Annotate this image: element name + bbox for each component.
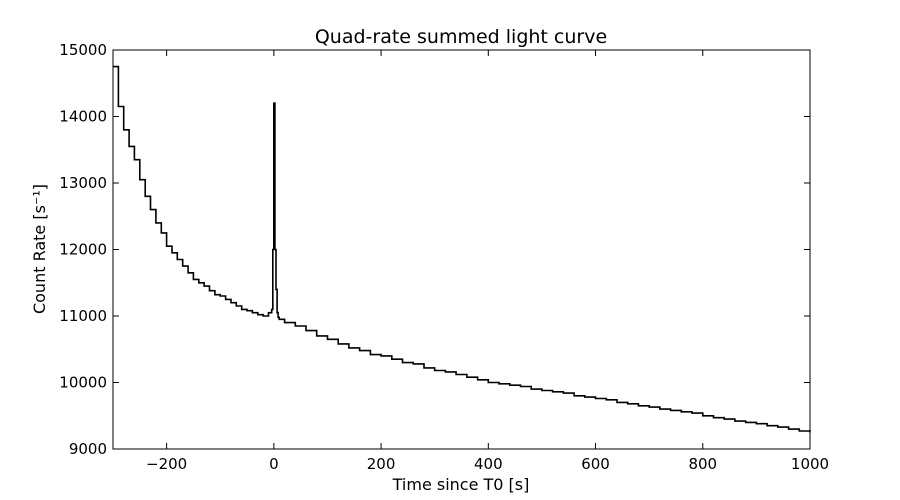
x-tick-label: 400 (474, 455, 503, 473)
chart-title: Quad-rate summed light curve (315, 26, 607, 48)
y-tick-label: 13000 (59, 174, 107, 192)
data-series-line (113, 65, 811, 433)
x-axis-label: Time since T0 [s] (392, 475, 530, 494)
x-tick-label: 200 (367, 455, 396, 473)
y-tick-label: 14000 (59, 108, 107, 126)
x-tick-label: 0 (269, 455, 279, 473)
y-tick-label: 12000 (59, 241, 107, 259)
x-tick-label: 1000 (791, 455, 829, 473)
y-axis-label: Count Rate [s⁻¹] (30, 184, 49, 314)
y-tick-label: 9000 (69, 440, 107, 458)
x-tick-label: 800 (688, 455, 717, 473)
y-tick-label: 10000 (59, 374, 107, 392)
y-tick-label: 15000 (59, 41, 107, 59)
tick-labels-layer: −200 0 200 400 600 800 1000 9000 10000 11000 12000… (59, 41, 829, 473)
ticks-layer (113, 49, 811, 450)
y-tick-label: 11000 (59, 307, 107, 325)
x-tick-label: −200 (146, 455, 187, 473)
plot-frame (112, 49, 811, 450)
x-tick-label: 600 (581, 455, 610, 473)
